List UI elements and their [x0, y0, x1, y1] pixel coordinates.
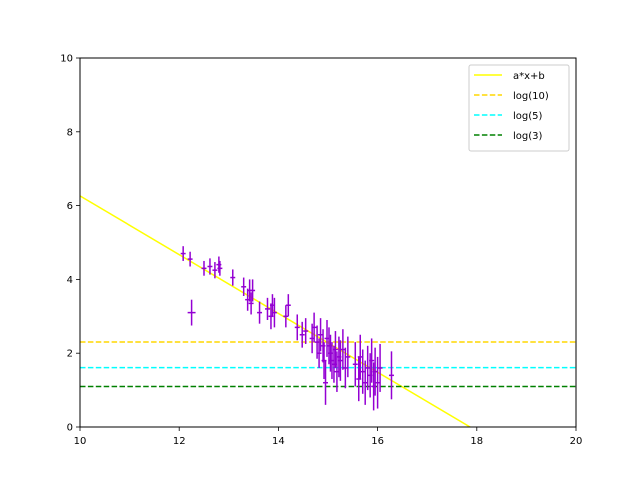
- y-tick-label-1: 2: [67, 349, 73, 360]
- data-point-3: [201, 260, 207, 276]
- plot-frame: [79, 57, 577, 428]
- series-layer: [80, 195, 576, 427]
- x-tick-label-3: 16: [371, 436, 384, 447]
- data-point-54: [375, 356, 381, 409]
- data-point-47: [360, 349, 366, 394]
- data-point-49: [365, 345, 371, 391]
- data-point-31: [323, 360, 328, 405]
- data-point-22: [299, 321, 305, 348]
- data-point-14: [257, 301, 263, 324]
- data-point-42: [342, 347, 348, 389]
- data-point-2: [187, 299, 196, 326]
- legend-label-3: log(3): [513, 131, 543, 142]
- x-tick-label-4: 18: [470, 436, 483, 447]
- x-tick-label-1: 12: [173, 436, 186, 447]
- scatter-points: [180, 246, 394, 411]
- data-point-0: [180, 246, 186, 261]
- y-tick-label-4: 8: [67, 127, 73, 138]
- data-point-21: [294, 314, 300, 341]
- data-point-13: [250, 279, 256, 302]
- data-point-51: [369, 338, 375, 383]
- data-point-9: [241, 277, 247, 297]
- data-point-37: [332, 331, 338, 368]
- y-tick-label-5: 10: [60, 54, 73, 65]
- series-line-0: [80, 195, 472, 427]
- x-tick-label-2: 14: [272, 436, 285, 447]
- data-point-18: [271, 297, 277, 328]
- data-point-15: [265, 297, 270, 320]
- data-point-7: [217, 260, 223, 276]
- data-point-19: [283, 305, 289, 328]
- y-axis: 0 2 4 6 8 10: [60, 54, 80, 434]
- data-point-8: [230, 269, 236, 286]
- y-tick-label-3: 6: [67, 201, 73, 212]
- data-point-41: [340, 329, 346, 370]
- y-tick-label-2: 4: [67, 275, 73, 286]
- x-axis: 10 12 14 16 18 20: [74, 427, 583, 447]
- legend-label-2: log(5): [513, 111, 543, 122]
- data-point-43: [345, 336, 351, 378]
- data-point-56: [389, 351, 394, 400]
- data-point-53: [372, 347, 378, 396]
- legend-label-0: a*x+b: [513, 71, 545, 82]
- data-point-40: [337, 340, 343, 381]
- x-tick-label-0: 10: [74, 436, 87, 447]
- data-point-20: [285, 294, 291, 317]
- data-point-4: [207, 258, 213, 275]
- legend-label-1: log(10): [513, 91, 549, 102]
- data-point-55: [377, 343, 383, 392]
- legend: a*x+b log(10) log(5) log(3): [468, 64, 570, 152]
- data-point-1: [187, 251, 193, 267]
- data-point-12: [248, 292, 254, 315]
- data-point-27: [316, 338, 322, 368]
- data-point-5: [212, 262, 218, 279]
- data-point-23: [303, 318, 309, 344]
- data-point-44: [352, 342, 358, 387]
- data-point-25: [311, 312, 317, 343]
- legend-box: [468, 64, 570, 152]
- x-tick-label-5: 20: [570, 436, 583, 447]
- y-tick-label-0: 0: [67, 423, 73, 434]
